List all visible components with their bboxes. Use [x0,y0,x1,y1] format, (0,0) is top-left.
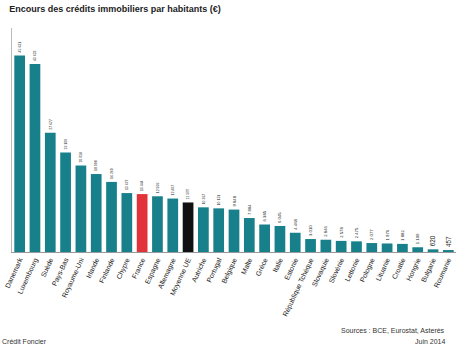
svg-text:Suède: Suède [39,257,54,278]
svg-text:12 407: 12 407 [171,185,175,196]
svg-text:Slovénie: Slovénie [328,257,346,284]
svg-text:11 500: 11 500 [186,189,190,200]
svg-text:6 385: 6 385 [262,210,267,221]
svg-text:Crédit Foncier: Crédit Foncier [2,338,47,345]
svg-text:12 936: 12 936 [156,183,160,194]
svg-text:Roumanie: Roumanie [433,257,453,289]
svg-text:Royaume-Uni: Royaume-Uni [61,256,87,299]
svg-text:Belgique: Belgique [220,257,239,285]
svg-text:2 578: 2 578 [339,227,344,238]
svg-text:Estonie: Estonie [283,257,299,281]
svg-text:Slovaquie: Slovaquie [311,257,331,288]
svg-text:7 884: 7 884 [247,204,252,215]
svg-text:10 367: 10 367 [202,194,206,205]
svg-text:23 100: 23 100 [64,139,68,150]
svg-text:18 098: 18 098 [94,160,98,171]
svg-text:10 131: 10 131 [217,195,221,206]
svg-text:Chypre: Chypre [115,257,132,281]
svg-text:43 623: 43 623 [33,50,37,61]
svg-text:Finlande: Finlande [98,257,116,284]
svg-text:457: 457 [445,236,452,247]
svg-text:2 077: 2 077 [369,229,374,240]
svg-text:13 677: 13 677 [125,179,129,190]
svg-text:Autriche: Autriche [190,257,207,283]
svg-text:Sources : BCE, Eurostat, Aster: Sources : BCE, Eurostat, Asterès [341,327,445,334]
svg-text:9 848: 9 848 [232,195,237,206]
svg-text:Encours des crédits immobilier: Encours des crédits immobiliers par habi… [9,4,221,14]
svg-text:13 444: 13 444 [140,180,144,191]
svg-text:Croatie: Croatie [391,257,407,281]
svg-text:45 631: 45 631 [18,42,22,53]
svg-text:6 045: 6 045 [277,212,282,223]
svg-text:Danemark: Danemark [4,256,24,289]
svg-text:Luxembourg: Luxembourg [16,257,40,296]
svg-text:2 475: 2 475 [354,227,359,238]
svg-text:20 058: 20 058 [79,152,83,163]
svg-text:Pays-Bas: Pays-Bas [51,256,71,287]
svg-text:Moyenne UE: Moyenne UE [169,257,193,297]
svg-text:Italie: Italie [271,257,284,273]
svg-text:620: 620 [429,235,436,246]
svg-text:Portugal: Portugal [205,256,223,283]
svg-text:Juin 2014: Juin 2014 [415,338,445,345]
svg-text:Malte: Malte [240,257,254,276]
svg-text:Hongrie: Hongrie [405,257,423,283]
svg-text:27 677: 27 677 [49,119,53,130]
svg-text:Allemagne: Allemagne [157,257,178,290]
svg-text:Lituanie: Lituanie [374,257,391,282]
svg-text:Lettonie: Lettonie [344,257,361,283]
svg-text:16 269: 16 269 [110,168,114,179]
svg-text:2 846: 2 846 [323,225,328,236]
svg-text:Bulgarie: Bulgarie [420,257,438,284]
svg-text:Pologne: Pologne [359,257,377,284]
svg-text:3 010: 3 010 [308,225,313,236]
svg-text:Espagne: Espagne [144,257,163,286]
svg-text:France: France [131,257,147,280]
svg-text:4 468: 4 468 [293,218,298,229]
svg-text:Grèce: Grèce [254,257,268,277]
svg-text:République Tchèque: République Tchèque [281,257,315,318]
svg-text:1 976: 1 976 [385,229,390,240]
svg-text:Irlande: Irlande [85,257,100,279]
svg-text:1 100: 1 100 [415,233,420,244]
svg-text:1 882: 1 882 [400,230,405,241]
